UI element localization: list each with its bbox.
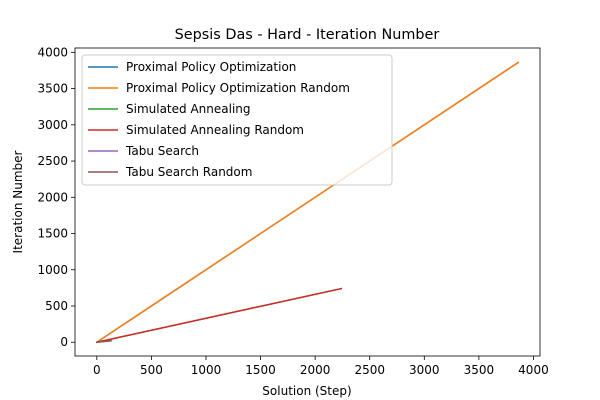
x-tick-label: 4000 bbox=[518, 363, 549, 377]
y-axis-label: Iteration Number bbox=[11, 150, 25, 253]
y-tick-label: 2000 bbox=[37, 190, 68, 204]
x-tick-label: 500 bbox=[140, 363, 163, 377]
y-tick-label: 1000 bbox=[37, 263, 68, 277]
x-tick-label: 0 bbox=[93, 363, 101, 377]
y-tick-label: 3000 bbox=[37, 118, 68, 132]
y-tick-label: 2500 bbox=[37, 154, 68, 168]
legend-box bbox=[81, 54, 393, 186]
legend-label: Simulated Annealing Random bbox=[126, 123, 304, 137]
y-tick-label: 3500 bbox=[37, 82, 68, 96]
series-line-6 bbox=[96, 339, 112, 344]
x-tick-label: 2500 bbox=[354, 363, 385, 377]
legend-label: Proximal Policy Optimization Random bbox=[126, 81, 350, 95]
series-lines bbox=[95, 61, 520, 344]
y-axis: 0 500 1000 1500 2000 2500 3000 3500 4000 bbox=[37, 45, 75, 349]
series-line-4 bbox=[95, 287, 343, 344]
x-axis: 0 500 1000 1500 2000 2500 3000 3500 4000 bbox=[93, 356, 549, 377]
y-tick-label: 0 bbox=[60, 335, 68, 349]
y-tick-label: 1500 bbox=[37, 227, 68, 241]
x-tick-label: 3500 bbox=[464, 363, 495, 377]
x-tick-label: 1000 bbox=[191, 363, 222, 377]
x-tick-label: 1500 bbox=[245, 363, 276, 377]
x-tick-label: 3000 bbox=[409, 363, 440, 377]
legend-label: Tabu Search Random bbox=[125, 165, 252, 179]
x-tick-label: 2000 bbox=[300, 363, 331, 377]
legend-label: Simulated Annealing bbox=[126, 102, 251, 116]
series-line-2 bbox=[95, 61, 520, 344]
legend: Proximal Policy Optimization Proximal Pol… bbox=[81, 54, 393, 186]
legend-label: Proximal Policy Optimization bbox=[126, 60, 296, 74]
y-tick-label: 500 bbox=[45, 299, 68, 313]
y-tick-label: 4000 bbox=[37, 45, 68, 59]
x-axis-label: Solution (Step) bbox=[262, 384, 351, 398]
legend-label: Tabu Search bbox=[125, 144, 199, 158]
chart-title: Sepsis Das - Hard - Iteration Number bbox=[175, 27, 440, 43]
plot-area-frame bbox=[74, 47, 541, 357]
